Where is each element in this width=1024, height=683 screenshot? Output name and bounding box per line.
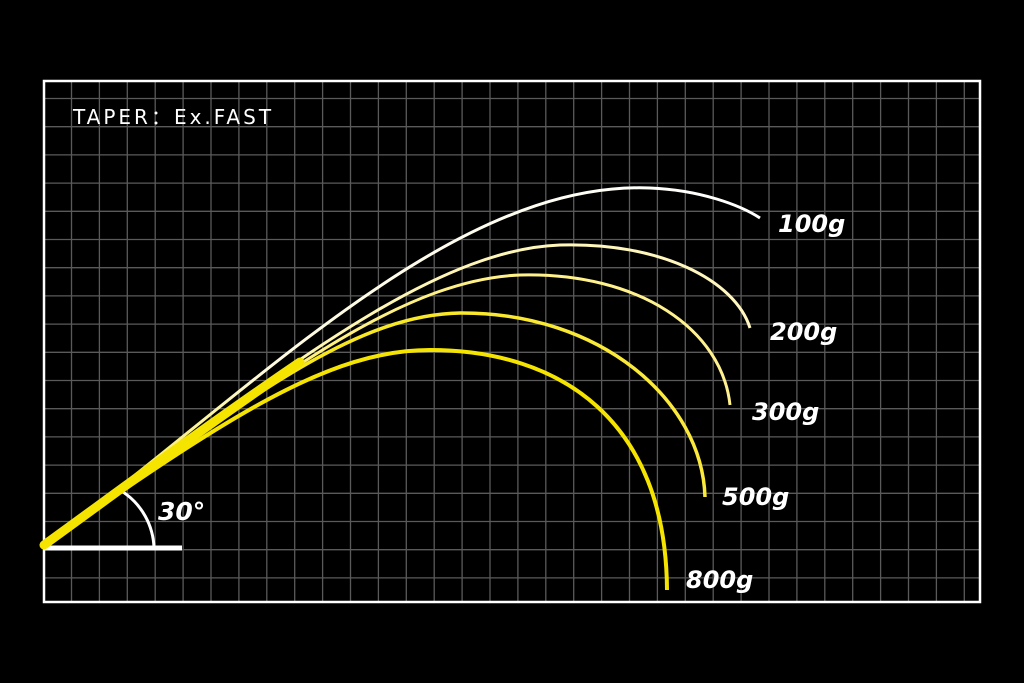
rod-butt (39, 357, 305, 550)
curves (39, 186, 761, 591)
curve-800g (42, 347, 669, 591)
angle-arc (122, 490, 156, 549)
label-300g: 300g (752, 398, 819, 426)
taper-title: TAPER：Ex.FAST (72, 105, 274, 129)
label-500g: 500g (722, 483, 789, 511)
label-200g: 200g (770, 318, 837, 346)
curve-300g (43, 273, 732, 547)
curve-200g (43, 243, 752, 547)
label-100g: 100g (778, 210, 845, 238)
label-800g: 800g (686, 566, 753, 594)
angle-label: 30° (158, 497, 205, 526)
curve-100g (43, 186, 761, 547)
grid (44, 81, 980, 602)
frame (42, 79, 982, 604)
